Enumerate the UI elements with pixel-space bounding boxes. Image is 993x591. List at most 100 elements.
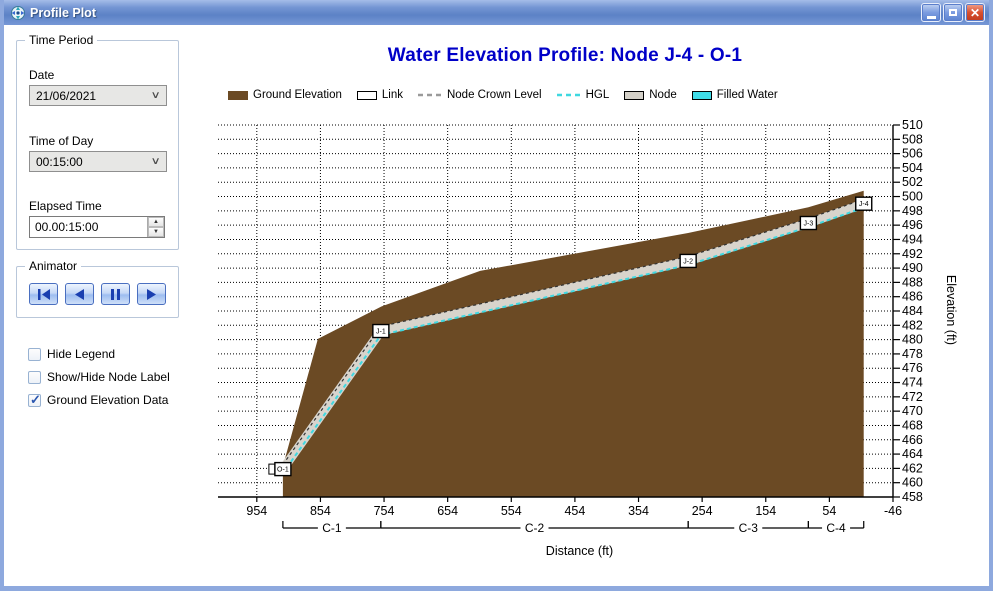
- skip-to-start-button[interactable]: [29, 283, 58, 305]
- checkbox-hide-legend[interactable]: Hide Legend: [28, 347, 115, 361]
- ground-elevation-area: [282, 190, 864, 498]
- window-title: Profile Plot: [30, 5, 96, 20]
- y-tick-label: 482: [902, 318, 923, 332]
- time-of-day-dropdown[interactable]: 00:15:00 ∨: [29, 151, 167, 172]
- step-back-button[interactable]: [65, 283, 94, 305]
- legend-item-ground-elevation: Ground Elevation: [228, 89, 342, 101]
- play-icon: [147, 288, 156, 300]
- node-marker-J-2[interactable]: [679, 253, 697, 269]
- restore-icon: [949, 9, 957, 16]
- node-label-J-4: J-4: [859, 201, 869, 208]
- y-tick-label: 486: [902, 290, 923, 304]
- y-tick-label: 466: [902, 433, 923, 447]
- y-tick-label: 462: [902, 461, 923, 475]
- checkbox-label: Hide Legend: [47, 347, 116, 361]
- chevron-down-icon: ∨: [150, 156, 161, 167]
- y-tick-label: 472: [902, 390, 923, 404]
- time-period-legend: Time Period: [25, 33, 98, 47]
- chart-panel: Water Elevation Profile: Node J-4 - O-1 …: [195, 25, 989, 586]
- legend-item-node: Node: [624, 89, 677, 101]
- y-tick-label: 488: [902, 275, 923, 289]
- y-tick-label: 506: [902, 147, 923, 161]
- y-tick-label: 460: [902, 476, 923, 490]
- legend-swatch: [556, 93, 581, 97]
- control-sidebar: Time Period Date 21/06/2021 ∨ Time of Da…: [4, 25, 195, 586]
- x-tick-label: 954: [246, 504, 267, 518]
- legend-label: Node Crown Level: [446, 89, 542, 101]
- y-axis-title: Elevation (ft): [944, 275, 958, 345]
- legend-label: Link: [381, 89, 403, 101]
- window-content: Time Period Date 21/06/2021 ∨ Time of Da…: [4, 25, 989, 586]
- y-tick-label: 492: [902, 247, 923, 261]
- close-icon: ✕: [969, 5, 981, 20]
- legend-item-hgl: HGL: [556, 89, 610, 101]
- node-marker-J-4[interactable]: [855, 196, 873, 211]
- node-label-J-2: J-2: [683, 258, 693, 265]
- conduit-label-C-2: C-2: [525, 521, 545, 535]
- node-label-J-1: J-1: [376, 329, 386, 336]
- time-of-day-value: 00:15:00: [36, 154, 83, 169]
- conduit-label-C-3: C-3: [739, 521, 759, 535]
- checkbox-unchecked-icon[interactable]: [28, 370, 41, 384]
- x-tick-label: 354: [628, 504, 649, 518]
- y-tick-label: 500: [902, 190, 923, 204]
- chart-title: Water Elevation Profile: Node J-4 - O-1: [387, 45, 743, 66]
- bracket-label-bg: [317, 521, 346, 535]
- y-tick-label: 508: [902, 132, 923, 146]
- x-tick-label: 754: [374, 504, 395, 518]
- date-label: Date: [29, 68, 55, 82]
- node-marker-O-1[interactable]: [274, 461, 292, 477]
- minimize-icon: [926, 15, 936, 19]
- legend-label: HGL: [585, 89, 610, 101]
- bracket-label-bg: [822, 521, 851, 535]
- animator-group: Animator: [16, 259, 179, 318]
- y-tick-label: 468: [902, 418, 923, 432]
- checkbox-label: Show/Hide Node Label: [47, 370, 170, 384]
- legend-swatch: [691, 90, 712, 100]
- x-tick-label: 154: [755, 504, 776, 518]
- node-marker-J-3[interactable]: [799, 215, 818, 231]
- step-back-icon: [75, 288, 84, 300]
- elapsed-time-spinner[interactable]: 00.00:15:00 ▲ ▼: [29, 216, 165, 238]
- x-tick-label: 454: [564, 504, 585, 518]
- x-tick-label: -46: [884, 504, 902, 518]
- play-button[interactable]: [137, 283, 166, 305]
- elapsed-time-label: Elapsed Time: [29, 199, 102, 213]
- x-tick-label: 854: [310, 504, 331, 518]
- close-button[interactable]: ✕: [965, 3, 985, 22]
- spin-down-button[interactable]: ▼: [148, 227, 164, 237]
- checkbox-checked-icon[interactable]: ✓: [28, 391, 41, 407]
- restore-button[interactable]: [943, 3, 963, 22]
- y-tick-label: 480: [902, 333, 923, 347]
- y-tick-label: 464: [902, 447, 923, 461]
- profile-chart: O-1 J-1 J-2 J-3 J-4 954 854 754 654 554 454 354 254 1…: [218, 118, 958, 558]
- y-tick-label: 470: [902, 404, 923, 418]
- checkbox-show-hide-node-label[interactable]: Show/Hide Node Label: [28, 370, 170, 384]
- time-of-day-label: Time of Day: [29, 134, 94, 148]
- elapsed-time-value: 00.00:15:00: [35, 220, 99, 234]
- y-tick-label: 510: [902, 118, 923, 132]
- minimize-button[interactable]: [921, 3, 941, 22]
- legend-item-link: Link: [356, 89, 403, 101]
- checkbox-label: Ground Elevation Data: [47, 393, 169, 407]
- x-tick-label: 54: [822, 504, 836, 518]
- legend-swatch: [417, 93, 442, 97]
- legend-label: Filled Water: [716, 89, 778, 101]
- legend-item-filled-water: Filled Water: [691, 89, 778, 101]
- checkbox-unchecked-icon[interactable]: [28, 347, 41, 361]
- spin-up-button[interactable]: ▲: [148, 217, 164, 227]
- date-value: 21/06/2021: [36, 88, 97, 103]
- legend-swatch: [624, 90, 645, 100]
- legend-swatch: [228, 90, 248, 100]
- date-dropdown[interactable]: 21/06/2021 ∨: [29, 85, 167, 106]
- y-tick-label: 504: [902, 161, 923, 175]
- pause-button[interactable]: [101, 283, 130, 305]
- bracket-label-bg: [520, 521, 549, 535]
- chart-legend: Ground Elevation Link Node Crown Level HGL N…: [228, 89, 778, 101]
- check-icon: ✓: [30, 391, 41, 407]
- node-marker-J-1[interactable]: [372, 323, 390, 339]
- node-label-O-1: O-1: [277, 467, 289, 474]
- checkbox-ground-elevation-data[interactable]: ✓ Ground Elevation Data: [28, 391, 169, 407]
- y-tick-label: 458: [902, 490, 923, 504]
